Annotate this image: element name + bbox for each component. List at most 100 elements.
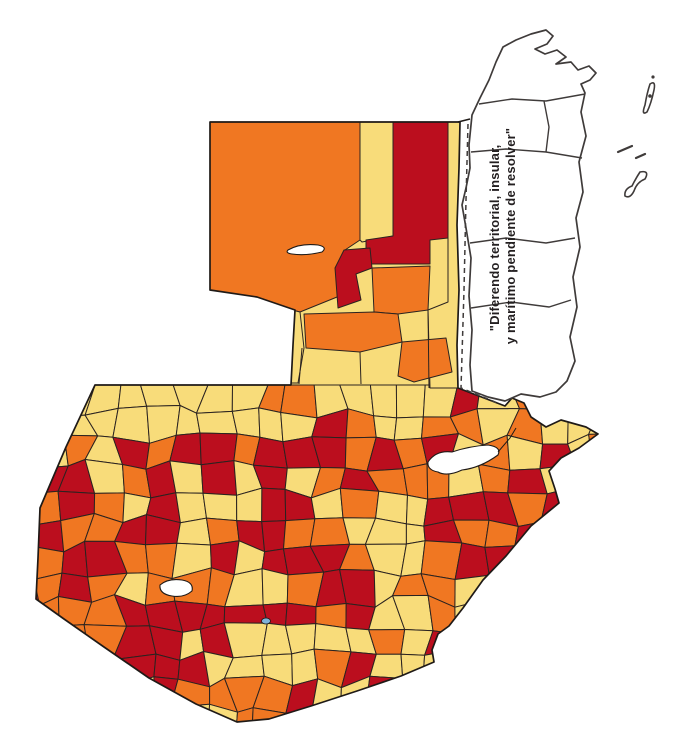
- municipality-cell: [261, 520, 287, 553]
- municipality-cell: [58, 624, 90, 658]
- municipality-cell: [508, 544, 547, 579]
- municipality-cell: [449, 622, 492, 656]
- peten-districts: [209, 122, 462, 389]
- peten-district: [359, 122, 394, 243]
- municipality-cell: [311, 709, 352, 722]
- municipality-cell: [589, 540, 598, 580]
- municipality-cell: [480, 704, 519, 722]
- municipality-cell: [56, 707, 96, 722]
- municipality-cell: [93, 732, 117, 736]
- municipality-cell: [402, 463, 429, 500]
- municipality-cell: [36, 409, 65, 440]
- municipality-cell: [38, 625, 65, 658]
- municipality-cell: [559, 575, 598, 607]
- municipality-cell: [542, 598, 568, 635]
- municipality-cell: [63, 653, 96, 689]
- municipality-cell: [92, 705, 118, 722]
- municipality-cell: [595, 676, 598, 716]
- municipality-cell: [535, 625, 570, 657]
- municipality-cell: [448, 704, 488, 722]
- municipality-cell: [588, 486, 598, 527]
- municipality-cell: [427, 706, 453, 722]
- municipality-cell: [36, 626, 41, 657]
- municipality-cell: [36, 650, 42, 686]
- belize-cay: [624, 170, 648, 198]
- municipality-cell: [285, 602, 317, 626]
- municipality-cell: [71, 732, 99, 736]
- municipality-cell: [115, 676, 156, 707]
- municipality-cell: [560, 675, 598, 716]
- municipality-cell: [88, 653, 122, 689]
- belize-cay: [651, 75, 655, 79]
- belize-cay: [648, 94, 652, 98]
- municipality-cell: [588, 433, 598, 471]
- lake-amatitlan: [261, 617, 271, 625]
- municipality-cell: [588, 406, 598, 435]
- municipality-cell: [94, 681, 122, 709]
- municipality-cell: [252, 436, 288, 469]
- municipality-cell: [566, 628, 596, 657]
- municipality-cell: [565, 463, 595, 490]
- municipality-cell: [562, 384, 598, 412]
- municipality-cell: [594, 650, 598, 680]
- municipality-cell: [566, 600, 598, 635]
- lake-atitlan: [159, 579, 193, 597]
- municipality-cell: [36, 568, 41, 606]
- municipality-cell: [566, 521, 598, 545]
- municipality-cell: [56, 681, 96, 709]
- municipality-cell: [475, 622, 516, 659]
- municipality-cell: [596, 384, 598, 413]
- municipality-cell: [538, 543, 569, 577]
- municipality-cell: [449, 650, 487, 687]
- municipality-cell: [36, 681, 42, 707]
- municipality-cell: [36, 704, 72, 722]
- municipality-cell: [139, 705, 176, 722]
- municipality-cell: [588, 462, 598, 493]
- municipality-cell: [532, 675, 570, 707]
- municipality-cell: [36, 523, 39, 548]
- municipality-cell: [285, 709, 313, 722]
- municipality-cell: [392, 709, 434, 722]
- municipality-cell: [402, 678, 429, 712]
- municipality-cell: [422, 680, 455, 712]
- belize-district-line: [470, 299, 572, 309]
- guatemala-region: [3, 122, 621, 736]
- municipality-cell: [261, 487, 287, 523]
- municipality-cell: [364, 709, 406, 722]
- municipality-cell: [223, 604, 268, 624]
- municipality-mosaic: [3, 384, 621, 736]
- municipality-cell: [200, 460, 238, 496]
- municipality-cell: [369, 384, 398, 419]
- municipality-cell: [365, 733, 408, 736]
- municipality-cell: [36, 544, 39, 580]
- peten-district: [249, 299, 305, 384]
- municipality-cell: [505, 706, 542, 722]
- municipality-cell: [601, 579, 621, 604]
- municipality-cell: [169, 460, 204, 494]
- municipality-cell: [481, 731, 519, 736]
- municipality-cell: [425, 731, 452, 736]
- municipality-cell: [448, 491, 490, 521]
- municipality-cell: [175, 492, 207, 524]
- municipality-cell: [36, 384, 38, 411]
- municipality-cell: [369, 653, 404, 679]
- annotation-text: "Diferendo territorial, insular, y marít…: [487, 128, 518, 345]
- municipality-cell: [234, 707, 254, 722]
- municipality-cell: [3, 705, 32, 736]
- municipality-cell: [202, 492, 238, 522]
- lake-izabal: [427, 444, 500, 475]
- district-boundary: [298, 347, 303, 385]
- municipality-cell: [112, 653, 157, 689]
- municipality-cell: [596, 712, 598, 722]
- municipality-cell: [36, 681, 73, 709]
- municipality-cell: [373, 415, 398, 441]
- belize-district-line: [470, 148, 583, 159]
- disputed-border-dashed-line: [460, 123, 501, 405]
- municipality-cell: [508, 656, 537, 688]
- annotation-line-2: y marítimo pendiente de resolver": [503, 128, 518, 345]
- municipality-cell: [395, 384, 426, 419]
- belize-cay: [634, 152, 647, 160]
- municipality-cell: [36, 520, 65, 553]
- municipality-cell: [594, 627, 598, 656]
